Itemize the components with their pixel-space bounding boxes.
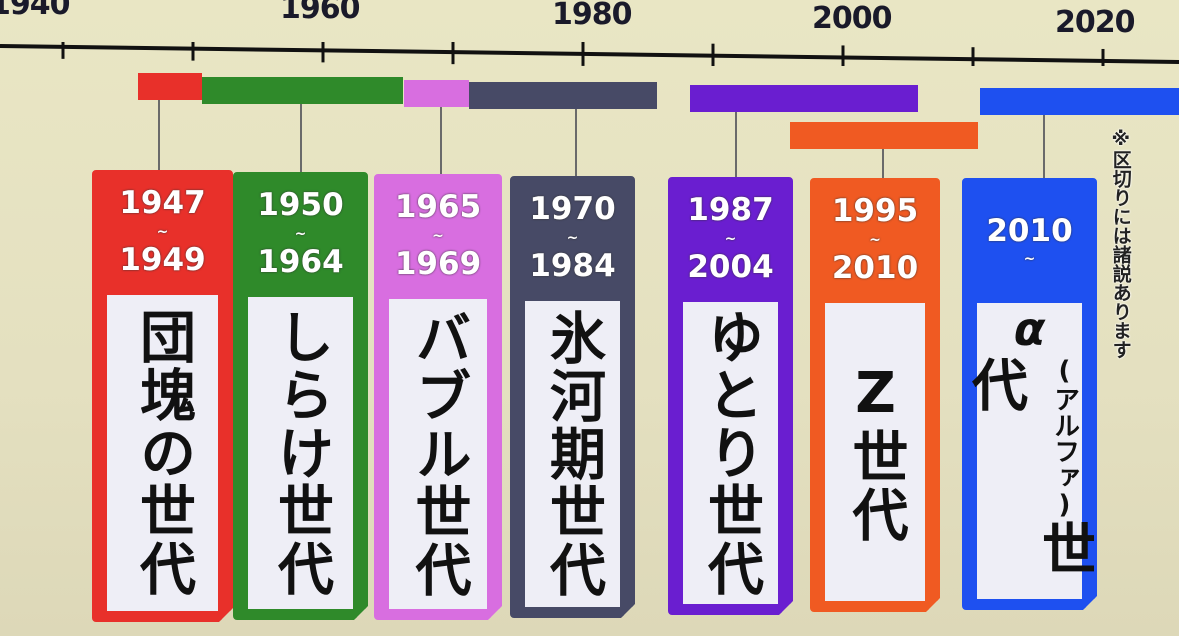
end-year: 2004	[687, 249, 774, 286]
range-separator: ~	[156, 223, 169, 240]
range-separator: ~	[294, 225, 307, 242]
connector-line	[575, 109, 577, 176]
generation-card: 1965 ~ 1969 バブル世代	[374, 174, 502, 620]
generation-name: ゆとり世代	[696, 308, 766, 598]
connector-line	[735, 112, 737, 177]
generation-name-text: バブル世代	[406, 309, 471, 599]
connector-line	[440, 107, 442, 174]
card-body: ゆとり世代	[683, 302, 778, 604]
year-label: 1960	[280, 0, 360, 26]
connector-line	[158, 100, 160, 170]
period-bar	[138, 73, 202, 100]
card-body: バブル世代	[389, 299, 487, 609]
period-bar	[980, 88, 1179, 115]
year-range: 1947 ~ 1949	[95, 173, 230, 291]
start-year: 1947	[119, 185, 206, 222]
end-year: 1964	[257, 244, 344, 281]
period-bar	[404, 80, 469, 107]
end-year: 1969	[394, 246, 482, 283]
generation-name-text: 団塊の世代	[130, 308, 196, 598]
year-range: 1950 ~ 1964	[236, 175, 365, 293]
year-label: 2020	[1055, 5, 1135, 40]
period-bar	[469, 82, 657, 109]
end-year: 1984	[529, 248, 616, 285]
year-label: 1980	[552, 0, 632, 32]
connector-line	[1043, 115, 1045, 178]
year-range: 2010 ~	[965, 181, 1094, 299]
year-range: 1995 ~ 2010	[813, 181, 937, 299]
start-year: 2010	[986, 212, 1073, 249]
range-separator: ~	[724, 230, 737, 247]
start-year: 1970	[529, 191, 616, 228]
range-separator: ~	[432, 227, 444, 244]
generation-card: 1970 ~ 1984 氷河期世代	[510, 176, 635, 618]
generation-card: 1947 ~ 1949 団塊の世代	[92, 170, 233, 622]
generation-name-text: Z世代	[843, 360, 908, 544]
period-bar	[690, 85, 918, 112]
year-label: 2000	[812, 1, 892, 36]
generation-name: (アルファ)世代	[962, 356, 1097, 599]
generation-name: 団塊の世代	[128, 308, 198, 598]
card-body: Z世代	[825, 303, 925, 601]
alpha-symbol: α	[1013, 302, 1046, 356]
range-separator: ~	[1023, 251, 1036, 268]
year-label: 1940	[0, 0, 70, 22]
card-body: α (アルファ)世代	[977, 303, 1082, 599]
generation-name: Z世代	[840, 361, 910, 544]
range-separator: ~	[869, 231, 881, 248]
start-year: 1950	[257, 187, 344, 224]
start-year: 1987	[687, 192, 774, 229]
start-year: 1995	[831, 193, 919, 230]
year-range: 1965 ~ 1969	[377, 177, 499, 295]
generation-name-text: 世代	[962, 355, 1097, 578]
generation-name: バブル世代	[403, 309, 473, 599]
generation-name: 氷河期世代	[538, 309, 608, 599]
generation-card: 1950 ~ 1964 しらけ世代	[233, 172, 368, 620]
connector-line	[300, 104, 302, 172]
generation-card: 1987 ~ 2004 ゆとり世代	[668, 177, 793, 615]
end-year: 2010	[831, 250, 919, 287]
card-body: しらけ世代	[248, 297, 353, 609]
generation-name: しらけ世代	[266, 308, 336, 598]
range-separator: ~	[566, 229, 579, 246]
end-year: 1949	[119, 242, 206, 279]
year-range: 1970 ~ 1984	[513, 179, 632, 297]
generation-name-text: しらけ世代	[268, 308, 334, 598]
generation-name-text: 氷河期世代	[540, 309, 606, 599]
connector-line	[882, 149, 884, 178]
generation-card: 1995 ~ 2010 Z世代	[810, 178, 940, 612]
disclaimer-note: ※区切りには諸説あります	[1109, 128, 1132, 359]
generation-name-text: ゆとり世代	[698, 308, 764, 598]
period-bar	[202, 77, 403, 104]
period-bar	[790, 122, 978, 149]
card-body: 氷河期世代	[525, 301, 620, 607]
card-body: 団塊の世代	[107, 295, 218, 611]
reading: (アルファ)	[1049, 355, 1080, 520]
year-range: 1987 ~ 2004	[671, 180, 790, 298]
generation-card: 2010 ~ α (アルファ)世代	[962, 178, 1097, 610]
start-year: 1965	[394, 189, 482, 226]
timeline-axis	[0, 42, 1179, 66]
